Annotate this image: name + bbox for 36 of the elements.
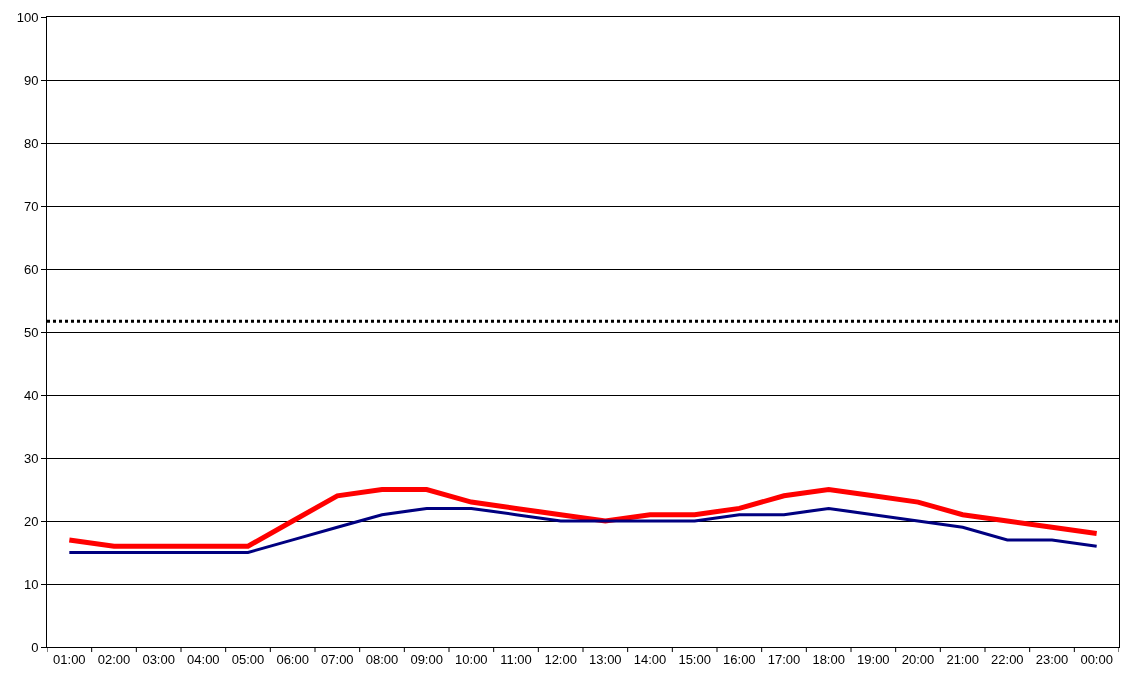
y-tick-label: 20 — [23, 513, 39, 529]
y-tick-label: 90 — [23, 72, 39, 88]
x-tick-label: 11:00 — [500, 651, 532, 667]
x-tick-label: 06:00 — [276, 651, 309, 667]
line-series — [67, 506, 1099, 554]
y-tick-label: 50 — [23, 324, 39, 340]
x-tick-label: 15:00 — [678, 651, 711, 667]
y-tick-label: 0 — [31, 639, 39, 655]
y-tick-label: 70 — [23, 198, 39, 214]
x-tick-label: 08:00 — [365, 651, 399, 667]
x-tick-label: 07:00 — [321, 651, 354, 667]
x-tick-label: 18:00 — [812, 651, 845, 667]
y-tick-label: 80 — [23, 135, 39, 151]
x-tick-label: 12:00 — [544, 651, 577, 667]
x-tick-label: 16:00 — [723, 651, 756, 667]
x-tick-label: 17:00 — [767, 651, 801, 667]
x-tick-label: 22:00 — [991, 651, 1024, 667]
x-tick-label: 04:00 — [187, 651, 220, 667]
x-tick-label: 01:00 — [53, 651, 86, 667]
x-tick-label: 02:00 — [97, 651, 131, 667]
x-tick-label: 14:00 — [633, 651, 667, 667]
x-tick-label: 21:00 — [946, 651, 979, 667]
x-tick-label: 10:00 — [455, 651, 488, 667]
y-tick-label: 60 — [23, 261, 39, 277]
y-tick-label: 100 — [16, 9, 39, 25]
x-tick-label: 13:00 — [589, 651, 622, 667]
x-tick-label: 19:00 — [857, 651, 890, 667]
x-tick-label: 00:00 — [1080, 651, 1113, 667]
x-tick-label: 20:00 — [901, 651, 935, 667]
y-tick-label: 30 — [23, 450, 39, 466]
y-tick-label: 40 — [23, 387, 39, 403]
x-tick-label: 23:00 — [1035, 651, 1069, 667]
y-tick-label: 10 — [23, 576, 39, 592]
x-tick-label: 03:00 — [142, 651, 175, 667]
x-tick-label: 09:00 — [410, 651, 443, 667]
x-tick-label: 05:00 — [231, 651, 265, 667]
